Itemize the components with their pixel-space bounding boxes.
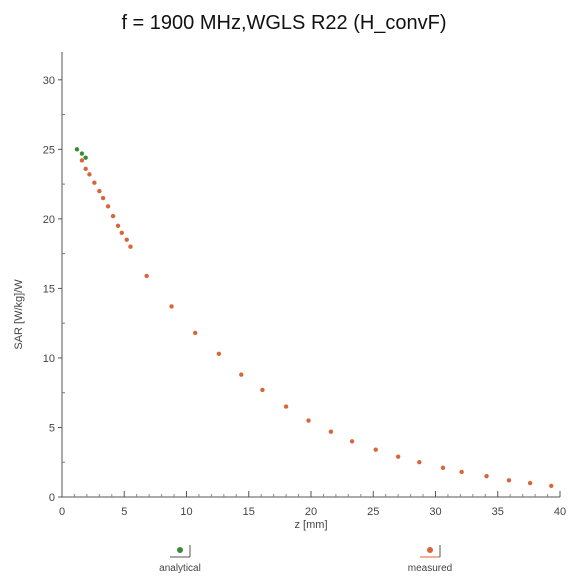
data-point-measured	[484, 473, 489, 479]
data-point-measured	[349, 439, 355, 444]
y-tick-label: 10	[43, 353, 55, 365]
data-point-measured	[459, 469, 464, 475]
y-tick-label: 25	[43, 144, 55, 156]
y-tick-label: 0	[49, 492, 55, 504]
data-point-measured	[169, 304, 174, 309]
data-point-measured	[115, 223, 121, 229]
x-tick-label: 20	[305, 506, 317, 518]
x-tick-label: 0	[59, 506, 65, 518]
data-point-measured	[527, 480, 533, 486]
data-point-measured	[260, 387, 265, 393]
data-point-measured	[92, 180, 97, 185]
legend-label: measured	[408, 563, 452, 574]
data-point-measured	[373, 447, 378, 452]
data-point-measured	[283, 404, 289, 409]
legend-label: analytical	[159, 563, 201, 574]
y-axis-title: SAR [W/kg]/W	[13, 279, 25, 350]
data-point-measured	[144, 273, 149, 279]
data-point-measured	[506, 478, 512, 483]
y-tick-label: 20	[43, 214, 55, 226]
axes: 0 5 10 15 20 25 30 0 5 10 15 20 25 30 35 40 z [mm] SAR [W…	[13, 52, 566, 531]
legend: analytical measured	[159, 545, 452, 574]
legend-marker	[177, 547, 183, 553]
data-point-measured	[83, 166, 88, 172]
y-tick-label: 5	[49, 422, 55, 434]
data-point-measured	[193, 330, 198, 336]
x-tick-label: 10	[180, 506, 192, 518]
chart-title: f = 1900 MHz,WGLS R22 (H_convF)	[121, 12, 447, 34]
data-points	[74, 147, 554, 489]
y-tick-label: 15	[43, 283, 55, 295]
x-tick-label: 15	[243, 506, 255, 518]
x-axis-title: z [mm]	[295, 519, 328, 531]
data-point-measured	[216, 351, 222, 356]
data-point-measured	[97, 188, 102, 194]
x-tick-label: 5	[121, 506, 127, 518]
y-tick-label: 30	[43, 75, 55, 87]
data-point-measured	[128, 244, 133, 249]
x-tick-label: 30	[429, 506, 441, 518]
data-point-measured	[105, 204, 111, 209]
x-tick-label: 35	[492, 506, 504, 518]
data-point-measured	[417, 460, 422, 465]
data-point-analytical	[79, 151, 85, 156]
data-point-measured	[79, 158, 85, 163]
data-point-measured	[87, 172, 92, 177]
legend-marker	[427, 547, 433, 553]
x-tick-label: 25	[367, 506, 379, 518]
data-point-measured	[328, 429, 334, 434]
data-point-measured	[395, 454, 401, 459]
data-point-measured	[440, 465, 446, 470]
data-point-measured	[110, 213, 116, 219]
data-point-measured	[119, 230, 124, 235]
data-point-measured	[549, 483, 554, 489]
data-point-measured	[239, 372, 244, 377]
data-point-measured	[100, 195, 106, 201]
data-point-measured	[306, 418, 311, 423]
data-point-analytical	[83, 155, 88, 160]
data-point-analytical	[74, 147, 80, 152]
x-tick-label: 40	[554, 506, 566, 518]
data-point-measured	[124, 237, 129, 242]
